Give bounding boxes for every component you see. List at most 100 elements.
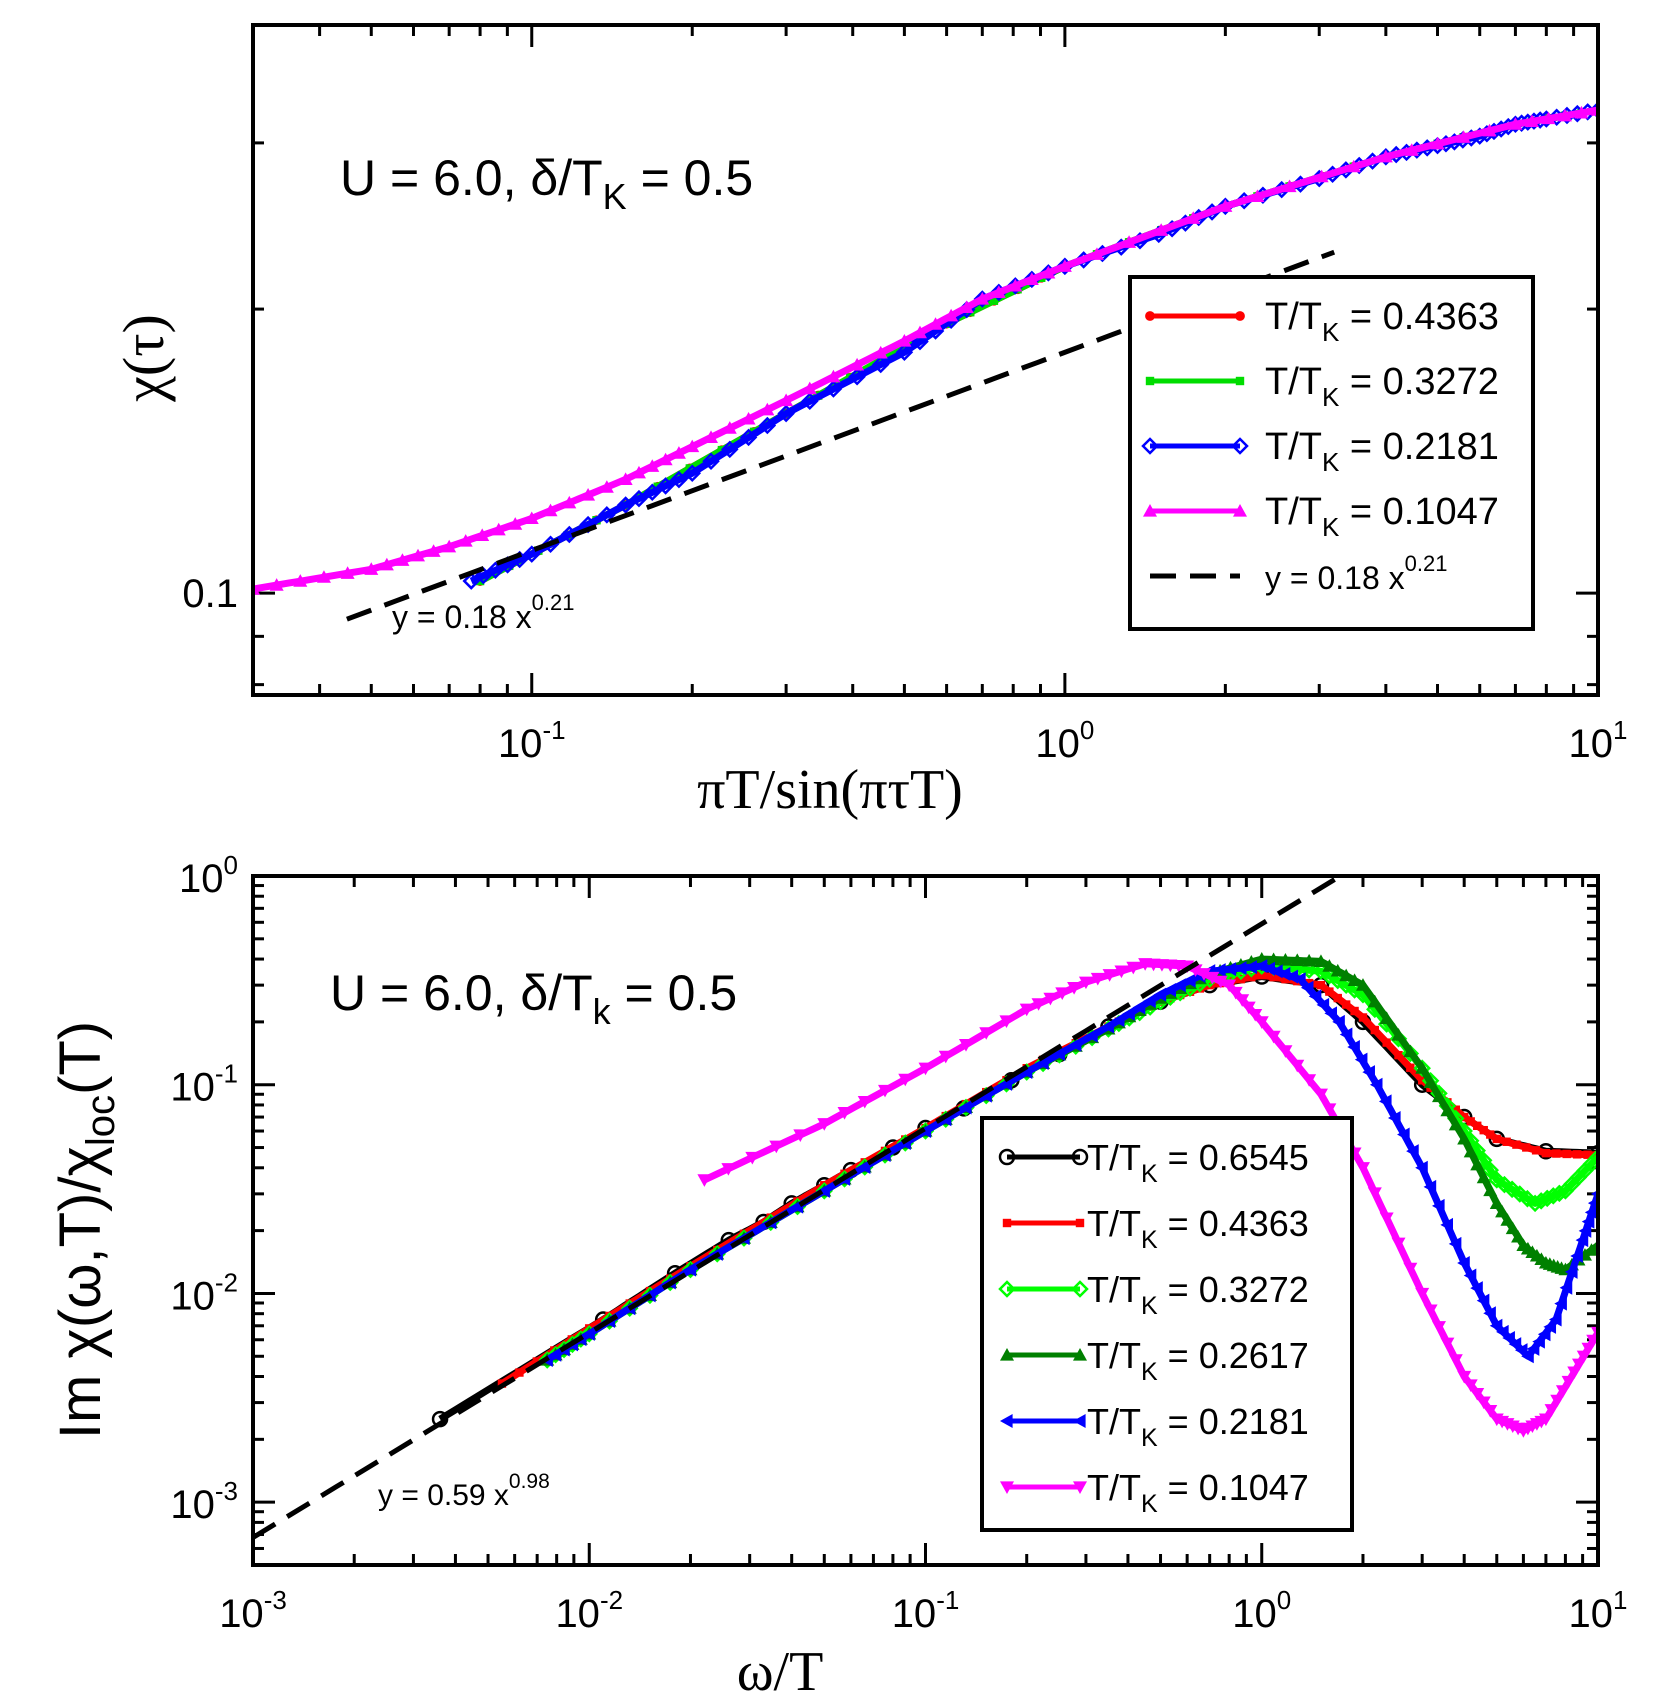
data-point (1008, 278, 1023, 292)
data-point (1479, 1125, 1488, 1135)
top-annotation: U = 6.0, δ/TK = 0.5 (340, 150, 753, 217)
data-point (548, 1347, 562, 1362)
data-point (1483, 1183, 1498, 1197)
data-point (824, 380, 843, 398)
data-point (616, 496, 635, 514)
bottom-y-tick-labels: 10-3 10-2 10-1 100 (170, 850, 238, 1527)
legend-label: T/TK = 0.6545 (1087, 1137, 1309, 1188)
data-point (1355, 1162, 1370, 1175)
data-point (1290, 953, 1305, 967)
data-point (1423, 1304, 1438, 1318)
data-point (582, 1326, 595, 1341)
data-point (1304, 978, 1314, 988)
top-fit-label: y = 0.18 x0.21 (392, 590, 574, 635)
data-point (643, 483, 662, 502)
data-point (683, 1262, 697, 1277)
data-point (721, 440, 739, 459)
data-point (1122, 235, 1137, 248)
data-point (1500, 1213, 1515, 1226)
data-point (1325, 987, 1334, 996)
legend-entry: T/TK = 0.6545 (998, 1137, 1309, 1188)
data-point (1269, 972, 1278, 982)
legend-label: T/TK = 0.2617 (1087, 1335, 1309, 1386)
data-point (1382, 1038, 1391, 1047)
data-point (777, 404, 795, 423)
data-point (1576, 1350, 1591, 1364)
legend-marker (998, 1148, 1016, 1166)
data-point (1559, 1280, 1573, 1295)
data-point (1459, 1112, 1469, 1122)
legend-entry: T/TK = 0.4363 (1145, 296, 1499, 347)
series-5 (697, 958, 1598, 1438)
data-point (1266, 1030, 1281, 1044)
data-point (364, 562, 379, 575)
data-point (1341, 1000, 1351, 1009)
data-point (656, 477, 675, 495)
legend-marker (1235, 311, 1245, 321)
data-point (491, 522, 506, 536)
y-tick-label: 10-2 (170, 1267, 238, 1318)
data-point (1476, 1396, 1491, 1410)
data-point (562, 495, 577, 509)
data-point (1572, 1150, 1582, 1159)
data-point (1244, 960, 1257, 975)
legend-label: y = 0.18 x0.21 (1265, 551, 1447, 596)
data-point (1102, 969, 1117, 982)
data-point (1036, 1055, 1049, 1070)
legend-marker (1002, 1218, 1012, 1228)
data-point (1555, 1385, 1570, 1398)
data-point (1476, 1293, 1490, 1308)
data-point (508, 517, 523, 530)
data-point (1586, 1334, 1598, 1348)
legend-entry: T/TK = 0.1047 (1143, 491, 1499, 542)
data-point (1492, 1134, 1501, 1144)
data-point (1126, 961, 1141, 975)
data-point (801, 392, 819, 411)
data-point (1302, 1074, 1317, 1087)
legend-marker (1073, 1481, 1087, 1494)
data-point (1154, 223, 1169, 236)
data-point (1531, 1146, 1541, 1155)
data-point (1457, 1370, 1472, 1384)
data-point (1470, 1387, 1485, 1401)
data-point (1541, 1148, 1551, 1158)
data-point (1043, 992, 1058, 1006)
data-point (1415, 1160, 1428, 1175)
data-point (1581, 1214, 1595, 1229)
data-point (1347, 973, 1362, 986)
data-point (1470, 1281, 1483, 1296)
data-point (897, 334, 912, 347)
data-point (975, 291, 990, 305)
data-point (702, 452, 720, 471)
data-point (1521, 1349, 1534, 1364)
data-point (1550, 1184, 1569, 1203)
bottom-y-axis-label: Im χ(ω,T)/χloc(T) (48, 1021, 123, 1439)
data-point (1282, 179, 1297, 193)
legend-entry: T/TK = 0.2181 (1000, 1401, 1309, 1452)
data-point (1332, 1014, 1345, 1029)
data-point (1266, 952, 1281, 966)
data-point (1463, 1268, 1477, 1283)
data-point (598, 506, 616, 524)
data-point (1503, 1180, 1521, 1199)
data-point (1355, 978, 1370, 991)
data-point (1223, 962, 1237, 977)
x-tick-label: 101 (1569, 1585, 1628, 1636)
data-point (1463, 1379, 1478, 1393)
data-point (1085, 1028, 1098, 1043)
data-point (1423, 1075, 1438, 1088)
data-point (1257, 970, 1266, 980)
data-point (1584, 1205, 1598, 1220)
data-point (1403, 1262, 1418, 1276)
data-point (1552, 1149, 1561, 1158)
legend-marker (1075, 1218, 1085, 1228)
top-x-axis-label: πT/sin(πτT) (697, 759, 963, 821)
data-point (1401, 1044, 1420, 1063)
legend-marker (1231, 437, 1249, 455)
data-point (741, 411, 756, 425)
data-point (1557, 108, 1572, 122)
data-point (1543, 1319, 1557, 1334)
data-point (1423, 1179, 1437, 1194)
data-point (1322, 959, 1337, 972)
data-point (1474, 1151, 1493, 1170)
